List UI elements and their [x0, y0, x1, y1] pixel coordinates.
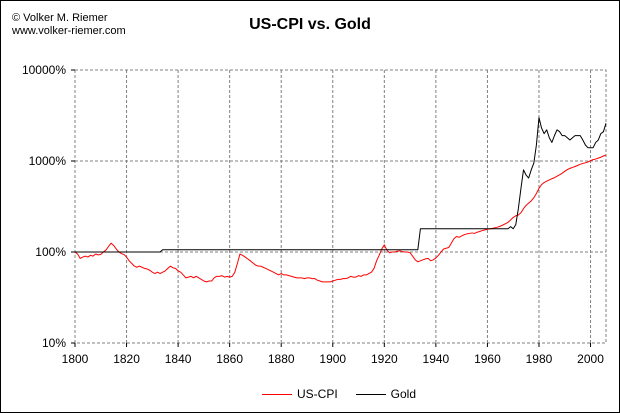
y-tick-label: 10000% — [22, 63, 66, 77]
x-tick-label: 1880 — [268, 352, 295, 366]
chart-title: US-CPI vs. Gold — [249, 16, 371, 33]
grid-layer — [74, 69, 607, 344]
copyright-notice: © Volker M. Riemer www.volker-riemer.com — [12, 12, 126, 38]
x-tick-label: 1920 — [371, 352, 398, 366]
legend-swatch-us-cpi — [262, 393, 292, 395]
legend-item-us-cpi: US-CPI — [262, 387, 338, 401]
x-tick-label: 1900 — [319, 352, 346, 366]
x-tick-label: 1800 — [62, 352, 89, 366]
x-tick-label: 1940 — [423, 352, 450, 366]
copyright-line1: © Volker M. Riemer — [12, 12, 108, 24]
x-tick-label: 1980 — [526, 352, 553, 366]
y-tick-label: 100% — [35, 245, 66, 259]
x-tick-label: 1960 — [474, 352, 501, 366]
x-tick-label: 2000 — [577, 352, 604, 366]
copyright-line2: www.volker-riemer.com — [12, 25, 126, 37]
axis-layer: 1800 1820 1840 1860 1880 1900 1920 1940 1960 1980… — [22, 63, 604, 366]
legend-label-us-cpi: US-CPI — [297, 387, 338, 401]
y-tick-label: 1000% — [29, 154, 67, 168]
legend-label-gold: Gold — [390, 387, 417, 401]
series-layer — [74, 117, 607, 283]
chart-legend: US-CPI Gold — [262, 387, 416, 401]
x-tick-label: 1820 — [113, 352, 140, 366]
series-line-gold — [75, 117, 607, 253]
series-line-us-cpi — [74, 154, 607, 283]
x-tick-label: 1860 — [216, 352, 243, 366]
legend-item-gold: Gold — [355, 387, 417, 401]
y-tick-label: 10% — [42, 336, 66, 350]
legend-swatch-gold — [355, 393, 386, 395]
plot-area-border — [74, 69, 607, 344]
x-tick-label: 1840 — [165, 352, 192, 366]
